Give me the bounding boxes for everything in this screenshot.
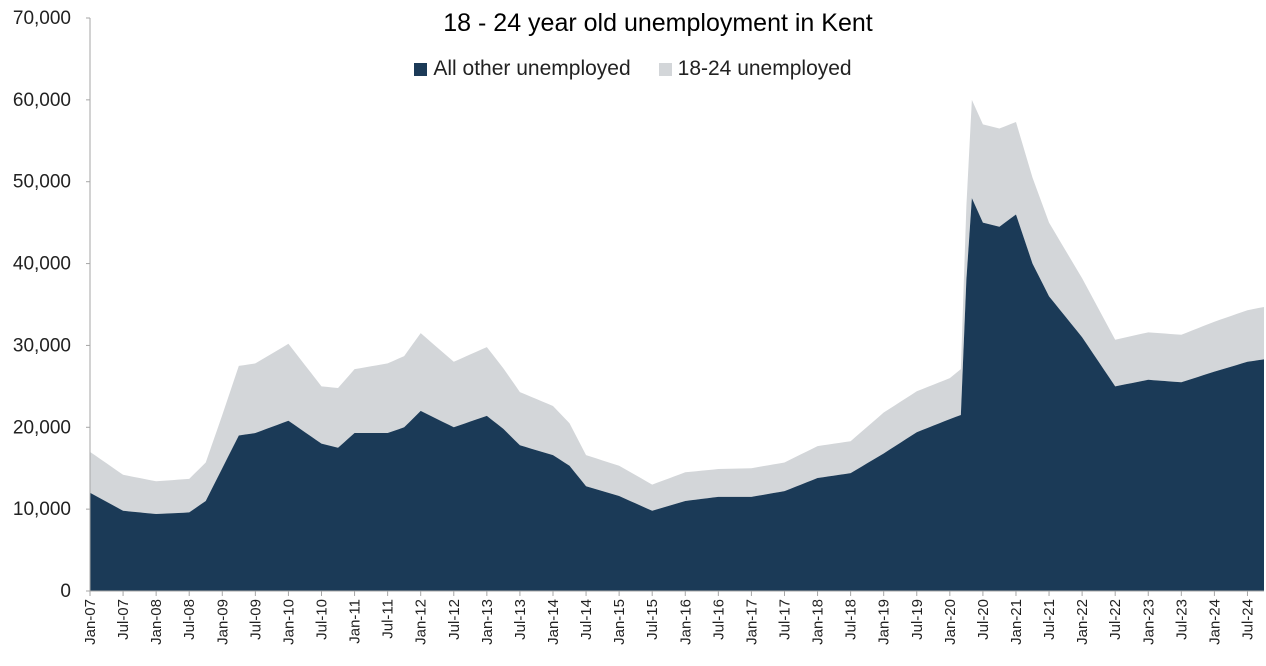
x-tick-label: Jul-19 bbox=[909, 599, 926, 640]
x-tick-label: Jul-17 bbox=[776, 599, 793, 640]
x-tick-label: Jul-20 bbox=[975, 599, 992, 640]
x-tick-label: Jan-10 bbox=[280, 599, 297, 645]
x-tick-label: Jan-17 bbox=[743, 599, 760, 645]
y-tick-label: 60,000 bbox=[13, 90, 71, 111]
plot-areas bbox=[90, 99, 1264, 592]
legend-item-18-24: 18-24 unemployed bbox=[658, 57, 852, 81]
y-tick-label: 30,000 bbox=[13, 335, 71, 356]
y-tick-label: 40,000 bbox=[13, 254, 71, 275]
y-tick-label: 70,000 bbox=[13, 8, 71, 29]
legend-swatch-all-other bbox=[414, 62, 428, 76]
x-tick-label: Jan-22 bbox=[1074, 599, 1091, 645]
x-tick-label: Jul-10 bbox=[313, 599, 330, 640]
x-tick-label: Jul-09 bbox=[247, 599, 264, 640]
x-tick-label: Jul-08 bbox=[181, 599, 198, 640]
x-tick-label: Jul-15 bbox=[644, 599, 661, 640]
legend-label-18-24: 18-24 unemployed bbox=[677, 57, 852, 80]
x-tick-label: Jan-07 bbox=[82, 599, 99, 645]
x-tick-label: Jul-21 bbox=[1041, 599, 1058, 640]
legend: All other unemployed 18-24 unemployed bbox=[0, 57, 1266, 81]
x-tick-label: Jan-13 bbox=[479, 599, 496, 645]
x-tick-label: Jul-12 bbox=[446, 599, 463, 640]
x-tick-label: Jan-15 bbox=[611, 599, 628, 645]
x-tick-label: Jul-22 bbox=[1107, 599, 1124, 640]
legend-label-all-other: All other unemployed bbox=[433, 57, 631, 80]
x-tick-label: Jan-09 bbox=[214, 599, 231, 645]
x-tick-label: Jul-13 bbox=[512, 599, 529, 640]
x-tick-label: Jul-11 bbox=[380, 599, 397, 639]
x-tick-label: Jan-14 bbox=[545, 599, 562, 645]
axes bbox=[86, 17, 1264, 596]
x-tick-label: Jan-11 bbox=[347, 599, 364, 644]
x-tick-label: Jul-23 bbox=[1173, 599, 1190, 640]
y-tick-label: 50,000 bbox=[13, 172, 71, 193]
x-tick-labels: Jan-07 Jul-07 Jan-08 Jul-08 Jan-09 Jul-09 Jan-… bbox=[82, 599, 1256, 645]
x-tick-label: Jan-08 bbox=[148, 599, 165, 645]
x-tick-label: Jan-16 bbox=[677, 599, 694, 645]
chart-title: 18 - 24 year old unemployment in Kent bbox=[443, 9, 873, 37]
area-18-24-unemployed bbox=[90, 99, 1264, 515]
x-tick-label: Jan-24 bbox=[1206, 599, 1223, 645]
x-tick-label: Jul-18 bbox=[843, 599, 860, 640]
x-tick-label: Jan-21 bbox=[1008, 599, 1025, 645]
x-tick-label: Jul-07 bbox=[115, 599, 132, 640]
x-tick-label: Jul-24 bbox=[1239, 599, 1256, 640]
x-tick-label: Jan-23 bbox=[1140, 599, 1157, 645]
y-tick-label: 20,000 bbox=[13, 417, 71, 438]
area-all-other-unemployed bbox=[90, 198, 1264, 592]
legend-swatch-18-24 bbox=[658, 62, 672, 76]
y-tick-label: 10,000 bbox=[13, 499, 71, 520]
legend-item-all-other: All other unemployed bbox=[414, 57, 631, 81]
x-tick-label: Jul-16 bbox=[710, 599, 727, 640]
x-tick-label: Jan-18 bbox=[810, 599, 827, 645]
y-tick-labels: 0 10,000 20,000 30,000 40,000 50,000 60,000 70,… bbox=[13, 8, 71, 602]
y-tick-label: 0 bbox=[60, 581, 71, 602]
x-tick-label: Jan-19 bbox=[876, 599, 893, 645]
x-tick-label: Jul-14 bbox=[578, 599, 595, 640]
x-tick-label: Jan-12 bbox=[413, 599, 430, 645]
x-tick-label: Jan-20 bbox=[942, 599, 959, 645]
